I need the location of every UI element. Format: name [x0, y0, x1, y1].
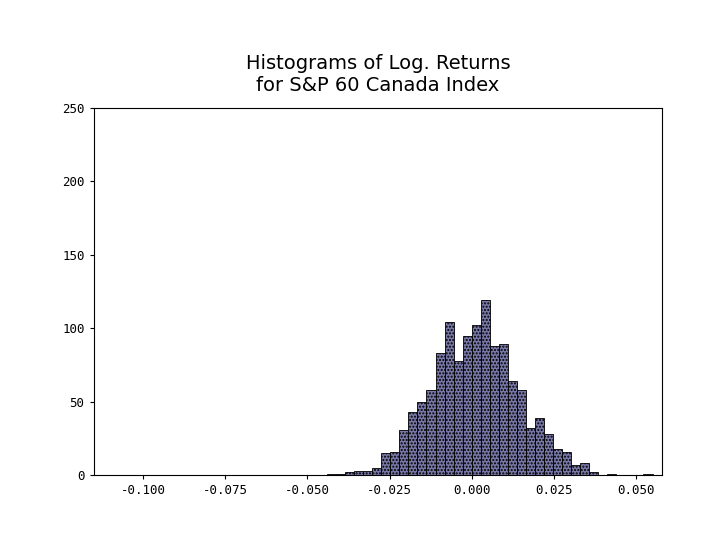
Bar — [345, 472, 354, 475]
Bar — [382, 453, 390, 475]
Bar — [354, 471, 363, 475]
Bar — [400, 430, 408, 475]
Bar — [363, 471, 372, 475]
Bar — [499, 345, 508, 475]
Bar — [608, 474, 616, 475]
Bar — [490, 346, 499, 475]
Bar — [444, 322, 454, 475]
Bar — [508, 381, 517, 475]
Bar — [580, 463, 589, 475]
Bar — [327, 474, 336, 475]
Bar — [418, 402, 426, 475]
Bar — [481, 300, 490, 475]
Bar — [589, 472, 598, 475]
Bar — [390, 451, 400, 475]
Bar — [472, 326, 481, 475]
Bar — [562, 451, 571, 475]
Bar — [571, 465, 580, 475]
Bar — [526, 428, 535, 475]
Bar — [336, 474, 345, 475]
Bar — [408, 412, 418, 475]
Bar — [644, 474, 652, 475]
Bar — [463, 336, 472, 475]
Bar — [535, 418, 544, 475]
Bar — [436, 353, 444, 475]
Bar — [544, 434, 553, 475]
Bar — [454, 361, 463, 475]
Bar — [553, 449, 562, 475]
Title: Histograms of Log. Returns
for S&P 60 Canada Index: Histograms of Log. Returns for S&P 60 Ca… — [246, 55, 510, 96]
Bar — [517, 390, 526, 475]
Bar — [372, 468, 382, 475]
Bar — [426, 390, 436, 475]
